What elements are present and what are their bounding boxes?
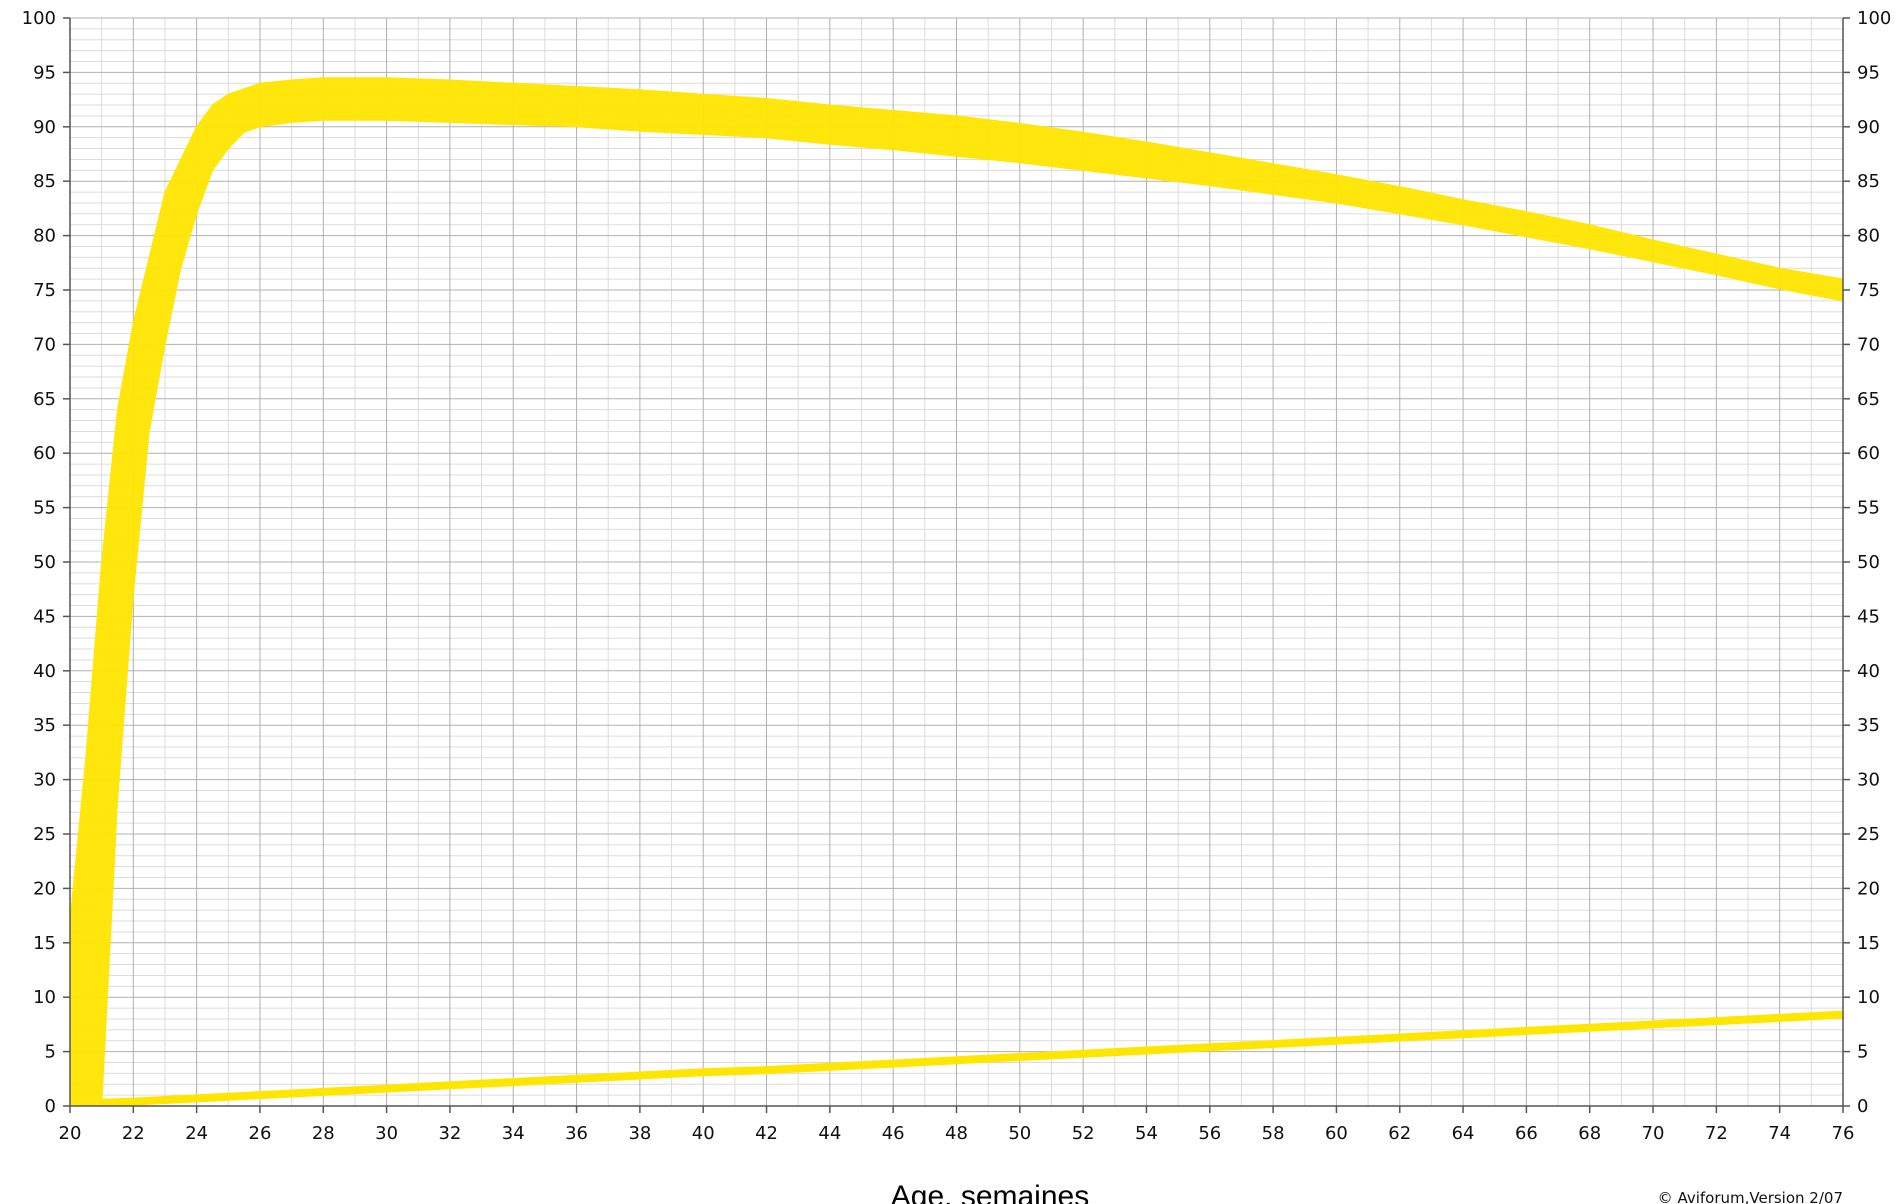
x-tick-label: 42 xyxy=(755,1123,778,1144)
y-tick-label-left: 45 xyxy=(33,606,56,627)
x-tick-label: 54 xyxy=(1135,1123,1158,1144)
y-tick-label-left: 30 xyxy=(33,770,56,791)
y-tick-label-right: 90 xyxy=(1857,117,1880,138)
x-tick-label: 64 xyxy=(1452,1123,1475,1144)
x-tick-label: 38 xyxy=(628,1123,651,1144)
y-tick-label-right: 5 xyxy=(1857,1042,1868,1063)
y-tick-label-right: 75 xyxy=(1857,280,1880,301)
x-tick-label: 32 xyxy=(438,1123,461,1144)
x-tick-label: 62 xyxy=(1388,1123,1411,1144)
x-tick-label: 40 xyxy=(692,1123,715,1144)
y-tick-label-right: 80 xyxy=(1857,226,1880,247)
y-tick-label-right: 15 xyxy=(1857,933,1880,954)
y-tick-label-right: 85 xyxy=(1857,171,1880,192)
x-tick-label: 30 xyxy=(375,1123,398,1144)
y-tick-label-right: 10 xyxy=(1857,987,1880,1008)
y-tick-label-right: 60 xyxy=(1857,443,1880,464)
y-tick-label-left: 80 xyxy=(33,226,56,247)
y-tick-label-right: 30 xyxy=(1857,770,1880,791)
y-tick-label-left: 0 xyxy=(45,1096,56,1117)
y-tick-label-right: 25 xyxy=(1857,824,1880,845)
y-tick-label-right: 50 xyxy=(1857,552,1880,573)
y-tick-label-left: 10 xyxy=(33,987,56,1008)
y-tick-label-right: 40 xyxy=(1857,661,1880,682)
credit-label: © Aviforum,Version 2/07 xyxy=(1658,1189,1843,1204)
y-tick-label-right: 65 xyxy=(1857,389,1880,410)
x-tick-label: 46 xyxy=(882,1123,905,1144)
y-tick-label-left: 70 xyxy=(33,334,56,355)
x-tick-label: 22 xyxy=(122,1123,145,1144)
x-tick-label: 26 xyxy=(249,1123,272,1144)
y-tick-label-left: 75 xyxy=(33,280,56,301)
y-tick-label-left: 15 xyxy=(33,933,56,954)
grid xyxy=(69,17,1844,1107)
x-tick-label: 20 xyxy=(59,1123,82,1144)
y-tick-label-right: 70 xyxy=(1857,334,1880,355)
y-tick-label-left: 35 xyxy=(33,715,56,736)
y-tick-label-left: 65 xyxy=(33,389,56,410)
x-tick-label: 44 xyxy=(818,1123,841,1144)
x-tick-label: 24 xyxy=(185,1123,208,1144)
y-tick-label-left: 55 xyxy=(33,498,56,519)
x-tick-label: 48 xyxy=(945,1123,968,1144)
x-tick-label: 58 xyxy=(1262,1123,1285,1144)
y-tick-label-right: 35 xyxy=(1857,715,1880,736)
x-tick-label: 70 xyxy=(1642,1123,1665,1144)
series-line-1 xyxy=(101,1010,1844,1107)
y-tick-label-right: 55 xyxy=(1857,498,1880,519)
y-tick-label-right: 100 xyxy=(1857,8,1891,29)
y-tick-label-left: 5 xyxy=(45,1042,56,1063)
y-tick-label-right: 95 xyxy=(1857,62,1880,83)
x-tick-label: 60 xyxy=(1325,1123,1348,1144)
x-tick-label: 68 xyxy=(1578,1123,1601,1144)
x-tick-label: 76 xyxy=(1832,1123,1855,1144)
y-tick-label-left: 90 xyxy=(33,117,56,138)
x-tick-label: 74 xyxy=(1768,1123,1791,1144)
y-tick-label-left: 40 xyxy=(33,661,56,682)
y-tick-label-left: 60 xyxy=(33,443,56,464)
x-tick-label: 50 xyxy=(1008,1123,1031,1144)
y-tick-label-left: 20 xyxy=(33,878,56,899)
x-tick-label: 72 xyxy=(1705,1123,1728,1144)
x-tick-label: 34 xyxy=(502,1123,525,1144)
x-tick-label: 28 xyxy=(312,1123,335,1144)
x-axis-label: Age, semaines xyxy=(891,1180,1089,1204)
x-tick-label: 36 xyxy=(565,1123,588,1144)
y-tick-label-left: 50 xyxy=(33,552,56,573)
y-tick-label-right: 45 xyxy=(1857,606,1880,627)
x-tick-label: 56 xyxy=(1198,1123,1221,1144)
y-tick-label-right: 20 xyxy=(1857,878,1880,899)
y-tick-label-left: 95 xyxy=(33,62,56,83)
y-tick-label-right: 0 xyxy=(1857,1096,1868,1117)
y-tick-label-left: 25 xyxy=(33,824,56,845)
x-tick-label: 52 xyxy=(1072,1123,1095,1144)
y-tick-label-left: 100 xyxy=(22,8,56,29)
y-tick-label-left: 85 xyxy=(33,171,56,192)
x-tick-label: 66 xyxy=(1515,1123,1538,1144)
